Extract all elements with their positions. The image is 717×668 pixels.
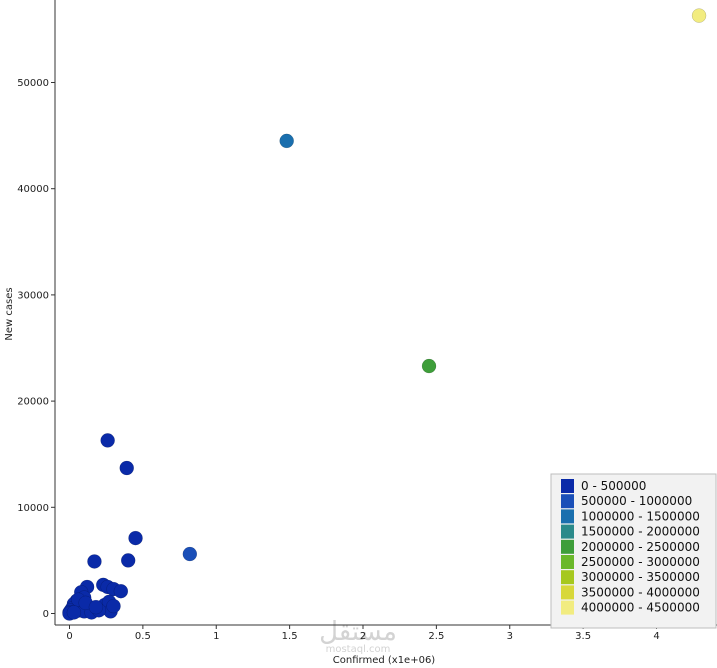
data-point bbox=[106, 598, 121, 614]
x-tick-label: 1 bbox=[213, 631, 219, 642]
legend-label: 2500000 - 3000000 bbox=[581, 555, 700, 569]
y-tick-label: 40000 bbox=[17, 184, 49, 195]
data-point bbox=[279, 133, 294, 149]
y-tick-label: 30000 bbox=[17, 290, 49, 301]
legend-label: 2000000 - 2500000 bbox=[581, 540, 700, 554]
axes: 0 0.5 1 1.5 2 2.5 3 3.5 4 0 10000 20000 30000 40000 50… bbox=[17, 0, 717, 642]
legend-label: 1500000 - 2000000 bbox=[581, 525, 700, 539]
x-tick-label: 2 bbox=[360, 631, 366, 642]
data-point bbox=[691, 8, 707, 23]
data-point bbox=[88, 599, 104, 615]
legend-swatch bbox=[561, 494, 574, 509]
legend-label: 3500000 - 4000000 bbox=[581, 585, 700, 599]
watermark: مستقل mostaql.com bbox=[319, 617, 397, 655]
x-tick-label: 4 bbox=[653, 631, 659, 642]
data-point bbox=[87, 554, 102, 569]
x-tick-label: 2.5 bbox=[428, 631, 444, 642]
data-point bbox=[128, 530, 143, 546]
x-tick-label: 0 bbox=[66, 631, 72, 642]
watermark-arabic: مستقل bbox=[319, 617, 397, 647]
legend-label: 4000000 - 4500000 bbox=[581, 601, 700, 615]
data-point bbox=[66, 605, 82, 620]
data-point bbox=[120, 553, 136, 568]
y-tick-label: 50000 bbox=[17, 78, 49, 89]
y-tick-label: 0 bbox=[43, 609, 49, 620]
legend-label: 0 - 500000 bbox=[581, 479, 646, 493]
watermark-latin: mostaql.com bbox=[326, 644, 391, 655]
data-point bbox=[100, 433, 115, 448]
legend-swatch bbox=[561, 524, 574, 539]
x-tick-label: 1.5 bbox=[282, 631, 298, 642]
x-tick-label: 3 bbox=[507, 631, 513, 642]
legend-label: 500000 - 1000000 bbox=[581, 494, 692, 508]
legend-swatch bbox=[561, 509, 574, 524]
data-point bbox=[182, 546, 198, 562]
x-axis-title: Confirmed (x1e+06) bbox=[333, 655, 436, 666]
data-points bbox=[62, 8, 707, 621]
x-tick-label: 0.5 bbox=[135, 631, 151, 642]
legend-swatch bbox=[561, 600, 574, 615]
legend-swatch bbox=[561, 570, 574, 585]
data-point bbox=[113, 583, 129, 599]
legend-label: 1000000 - 1500000 bbox=[581, 509, 700, 523]
legend-swatch bbox=[561, 555, 574, 569]
y-tick-label: 20000 bbox=[17, 397, 49, 408]
y-axis-title: New cases bbox=[4, 287, 15, 340]
x-tick-label: 3.5 bbox=[575, 631, 591, 642]
y-tick-label: 10000 bbox=[17, 503, 49, 514]
legend-swatch bbox=[561, 479, 574, 493]
legend-box bbox=[550, 473, 717, 629]
legend-swatch bbox=[561, 585, 574, 600]
legend-label: 3000000 - 3500000 bbox=[581, 570, 700, 584]
data-point bbox=[119, 460, 134, 476]
data-point bbox=[421, 358, 437, 374]
legend-swatch bbox=[561, 539, 574, 554]
